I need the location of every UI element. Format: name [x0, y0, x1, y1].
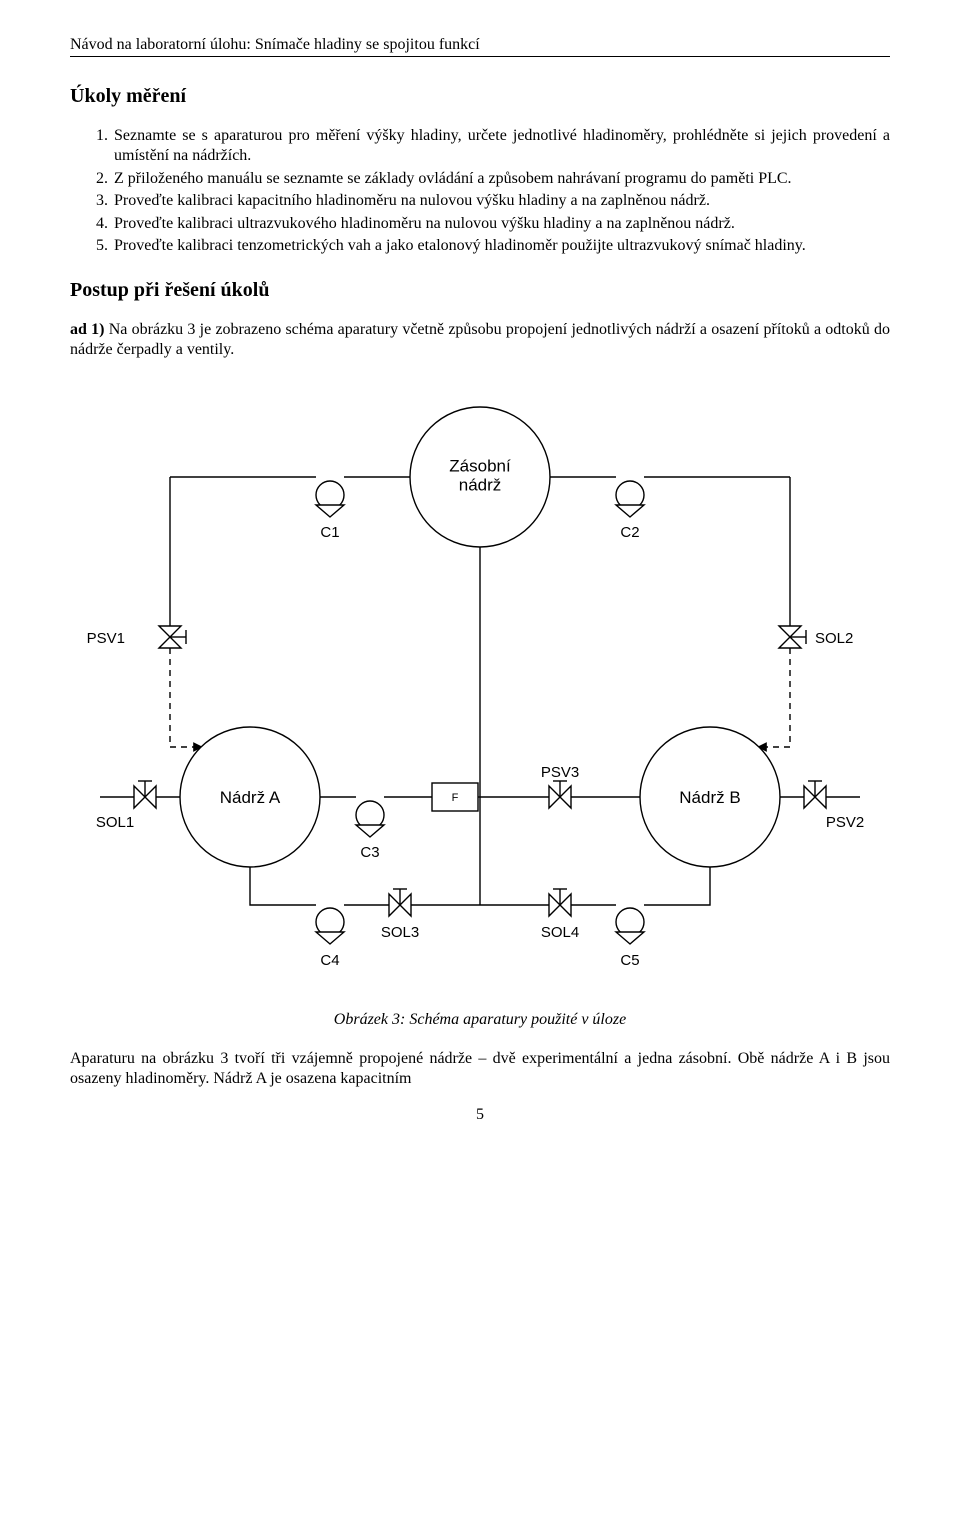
svg-text:C5: C5 — [620, 952, 639, 969]
svg-text:SOL1: SOL1 — [96, 814, 134, 831]
svg-text:SOL4: SOL4 — [541, 924, 579, 941]
svg-text:F: F — [452, 792, 459, 804]
svg-text:PSV1: PSV1 — [87, 630, 125, 647]
running-header: Návod na laboratorní úlohu: Snímače hlad… — [70, 36, 890, 54]
svg-text:nádrž: nádrž — [459, 475, 502, 494]
svg-text:Zásobní: Zásobní — [449, 456, 511, 475]
svg-text:Nádrž B: Nádrž B — [679, 788, 740, 807]
svg-text:Nádrž A: Nádrž A — [220, 788, 281, 807]
svg-text:PSV2: PSV2 — [826, 814, 864, 831]
page: Návod na laboratorní úlohu: Snímače hlad… — [0, 0, 960, 1154]
section-procedure-title: Postup při řešení úkolů — [70, 279, 890, 302]
svg-text:C3: C3 — [360, 844, 379, 861]
procedure-p1-text: Na obrázku 3 je zobrazeno schéma aparatu… — [70, 321, 890, 358]
svg-text:C1: C1 — [320, 524, 339, 541]
page-number: 5 — [70, 1106, 890, 1124]
procedure-paragraph-1: ad 1) Na obrázku 3 je zobrazeno schéma a… — [70, 320, 890, 361]
task-list: Seznamte se s aparaturou pro měření výšk… — [70, 126, 890, 257]
svg-text:C4: C4 — [320, 952, 339, 969]
section-tasks-title: Úkoly měření — [70, 85, 890, 108]
task-item: Proveďte kalibraci ultrazvukového hladin… — [112, 214, 890, 234]
task-item: Proveďte kalibraci tenzometrických vah a… — [112, 236, 890, 256]
svg-text:SOL2: SOL2 — [815, 630, 853, 647]
apparatus-diagram: Zásobnínádrž Nádrž A Nádrž B C1 C2 C3 C4 C5 PSV1… — [70, 377, 890, 997]
figure-3: Zásobnínádrž Nádrž A Nádrž B C1 C2 C3 C4 C5 PSV1… — [70, 377, 890, 1029]
svg-text:C2: C2 — [620, 524, 639, 541]
task-item: Proveďte kalibraci kapacitního hladinomě… — [112, 191, 890, 211]
task-item: Seznamte se s aparaturou pro měření výšk… — [112, 126, 890, 167]
procedure-p1-prefix: ad 1) — [70, 321, 109, 338]
svg-text:SOL3: SOL3 — [381, 924, 419, 941]
figure-caption: Obrázek 3: Schéma aparatury použité v úl… — [70, 1011, 890, 1029]
svg-text:PSV3: PSV3 — [541, 764, 579, 781]
closing-paragraph: Aparaturu na obrázku 3 tvoří tři vzájemn… — [70, 1049, 890, 1090]
task-item: Z přiloženého manuálu se seznamte se zák… — [112, 169, 890, 189]
header-rule — [70, 56, 890, 57]
